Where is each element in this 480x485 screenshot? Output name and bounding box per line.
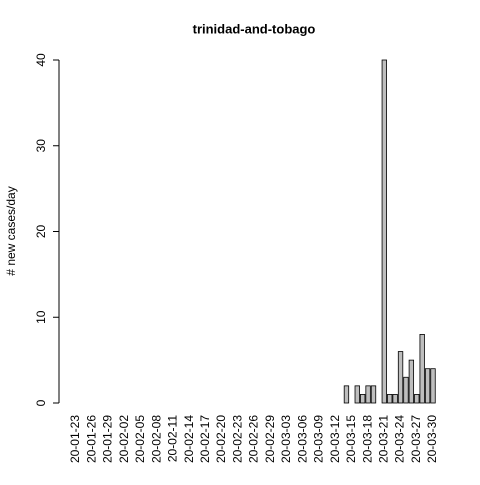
bar bbox=[397, 351, 404, 404]
x-tick-label: 20-03-24 bbox=[393, 415, 407, 463]
y-tick-label: 20 bbox=[34, 225, 48, 239]
y-tick-label: 40 bbox=[34, 53, 48, 67]
bar bbox=[343, 385, 350, 404]
x-tick-label: 20-02-17 bbox=[198, 415, 212, 463]
bar bbox=[414, 394, 420, 404]
x-tick-label: 20-03-03 bbox=[279, 415, 293, 463]
bar bbox=[370, 385, 377, 404]
bar bbox=[419, 333, 425, 404]
x-tick-label: 20-02-26 bbox=[247, 415, 261, 463]
x-tick-label: 20-03-15 bbox=[344, 415, 358, 463]
x-tick-label: 20-02-05 bbox=[133, 415, 147, 463]
chart-title: trinidad-and-tobago bbox=[193, 21, 316, 36]
x-tick-label: 20-03-18 bbox=[360, 415, 374, 463]
x-tick-label: 20-02-08 bbox=[149, 415, 163, 463]
x-tick-label: 20-03-30 bbox=[425, 415, 439, 463]
bar bbox=[381, 59, 387, 404]
x-tick-label: 20-02-20 bbox=[214, 415, 228, 463]
bar bbox=[365, 385, 371, 404]
x-tick-label: 20-03-09 bbox=[312, 415, 326, 463]
x-tick-label: 20-02-23 bbox=[230, 415, 244, 463]
bar bbox=[392, 394, 398, 404]
bar bbox=[360, 394, 366, 404]
x-tick-label: 20-02-14 bbox=[182, 415, 196, 463]
bar bbox=[408, 359, 415, 404]
x-tick-label: 20-03-12 bbox=[328, 415, 342, 463]
x-tick-label: 20-03-27 bbox=[409, 415, 423, 463]
bar bbox=[403, 376, 409, 404]
y-tick-label: 10 bbox=[34, 310, 48, 324]
bar bbox=[354, 385, 360, 404]
y-tick-label: 30 bbox=[34, 139, 48, 153]
x-tick-label: 20-01-29 bbox=[101, 415, 115, 463]
x-tick-label: 20-03-06 bbox=[295, 415, 309, 463]
x-tick-label: 20-02-11 bbox=[166, 415, 180, 462]
y-axis-label: # new cases/day bbox=[4, 186, 18, 275]
bar bbox=[424, 368, 431, 404]
x-tick-label: 20-03-21 bbox=[376, 415, 390, 463]
bar bbox=[430, 368, 436, 404]
x-tick-label: 20-02-29 bbox=[263, 415, 277, 463]
x-tick-label: 20-01-23 bbox=[68, 415, 82, 463]
bar bbox=[387, 394, 393, 404]
y-tick-label: 0 bbox=[34, 399, 48, 406]
x-tick-label: 20-02-02 bbox=[117, 415, 131, 463]
x-tick-label: 20-01-26 bbox=[84, 415, 98, 463]
